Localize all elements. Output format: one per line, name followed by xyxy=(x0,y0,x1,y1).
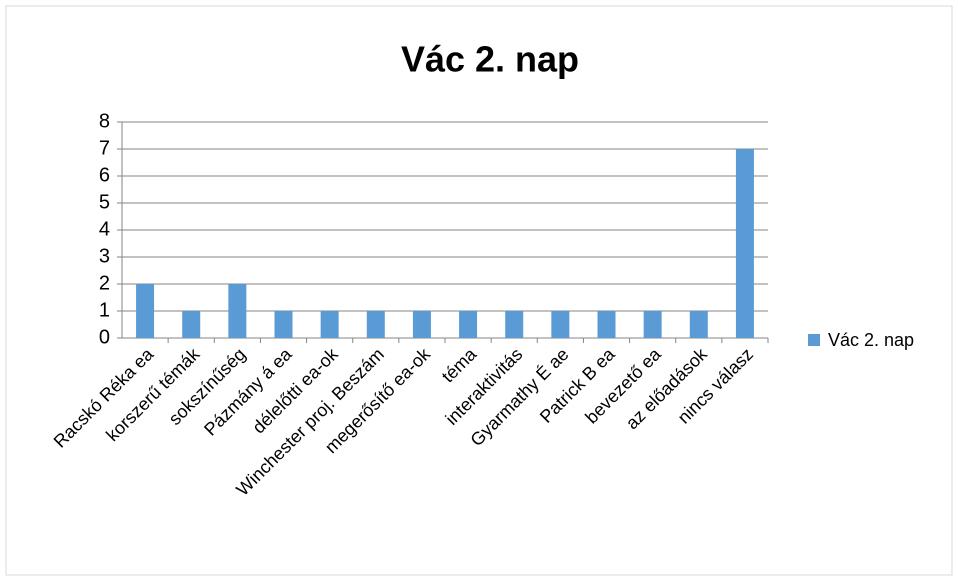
y-tick-label: 7 xyxy=(99,137,110,159)
bar xyxy=(320,311,339,338)
y-tick-label: 4 xyxy=(99,218,110,240)
bar xyxy=(412,311,431,338)
bar xyxy=(597,311,616,338)
bar xyxy=(136,284,155,338)
y-tick-label: 0 xyxy=(99,326,110,348)
bar xyxy=(735,149,754,338)
y-tick-label: 6 xyxy=(99,164,110,186)
bar xyxy=(643,311,662,338)
y-tick-label: 5 xyxy=(99,191,110,213)
bar xyxy=(459,311,478,338)
legend-label: Vác 2. nap xyxy=(828,330,914,350)
bar xyxy=(505,311,524,338)
chart-border xyxy=(5,5,953,576)
bar xyxy=(228,284,247,338)
chart-title: Vác 2. nap xyxy=(401,39,579,80)
bar xyxy=(274,311,293,338)
y-tick-label: 8 xyxy=(99,110,110,132)
y-tick-label: 1 xyxy=(99,299,110,321)
legend-swatch xyxy=(808,334,820,346)
y-tick-label: 2 xyxy=(99,272,110,294)
bar xyxy=(182,311,201,338)
bar xyxy=(551,311,570,338)
bar xyxy=(366,311,385,338)
y-tick-label: 3 xyxy=(99,245,110,267)
bar xyxy=(689,311,708,338)
